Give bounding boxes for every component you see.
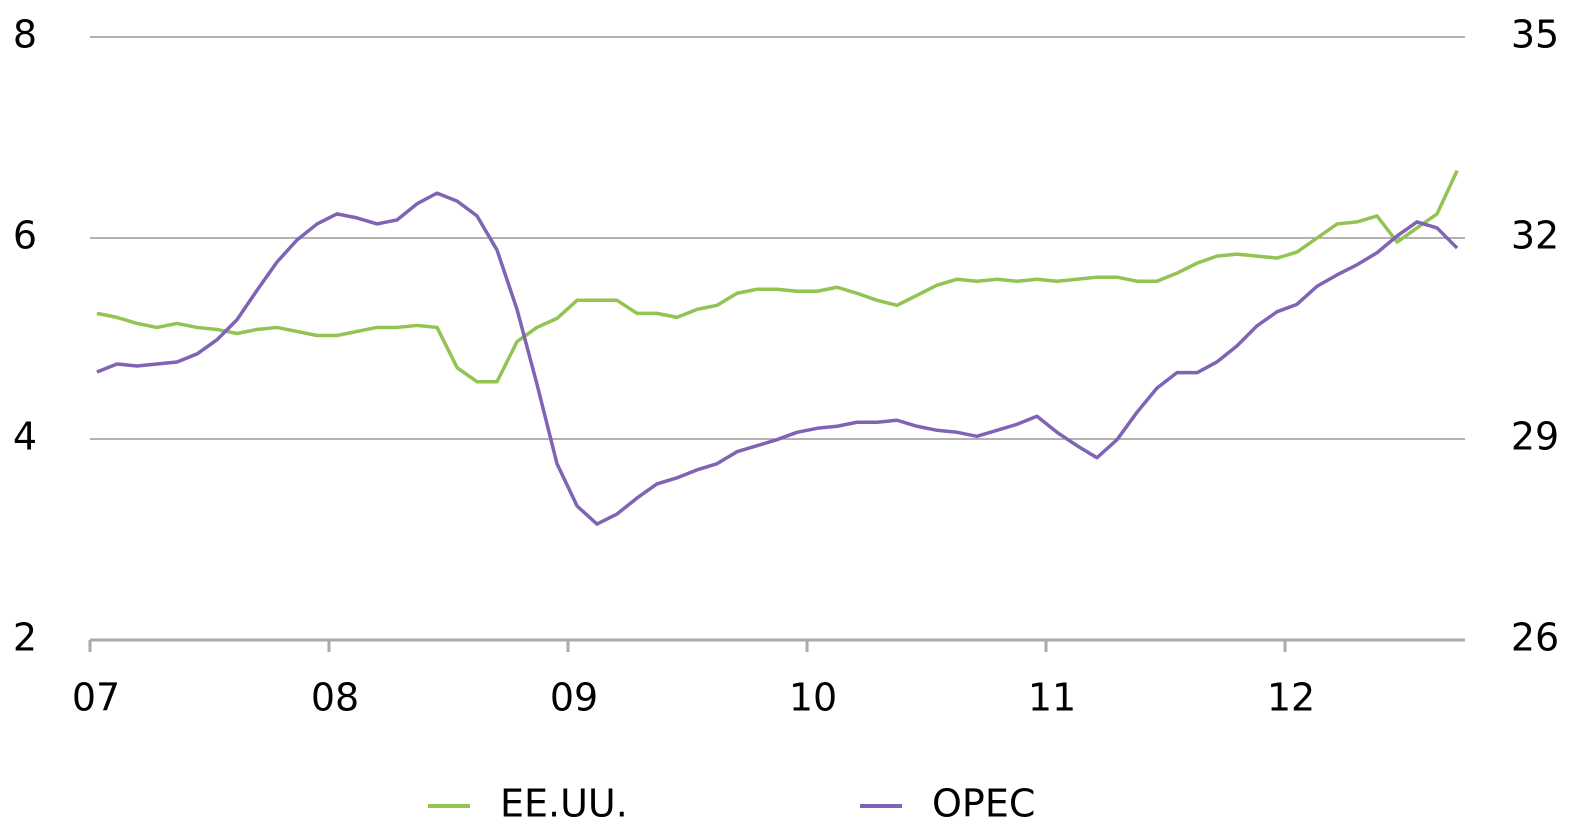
y2-tick-label: 29 [1511, 415, 1559, 459]
y-tick-label: 6 [13, 214, 37, 258]
x-tick-label: 11 [1028, 676, 1076, 720]
legend-label: EE.UU. [500, 782, 628, 826]
y-tick-label: 2 [13, 616, 37, 660]
y-tick-label: 8 [13, 13, 37, 57]
x-tick-label: 12 [1267, 676, 1315, 720]
y2-tick-label: 32 [1511, 214, 1559, 258]
x-tick-label: 10 [789, 676, 837, 720]
x-tick-label: 07 [72, 676, 120, 720]
y-tick-label: 4 [13, 415, 37, 459]
x-tick-label: 09 [550, 676, 598, 720]
y2-tick-label: 35 [1511, 13, 1559, 57]
x-tick-label: 08 [311, 676, 359, 720]
y2-tick-label: 26 [1511, 616, 1559, 660]
legend-label: OPEC [932, 782, 1035, 826]
series-line [96, 191, 1459, 526]
series-line [96, 169, 1459, 384]
